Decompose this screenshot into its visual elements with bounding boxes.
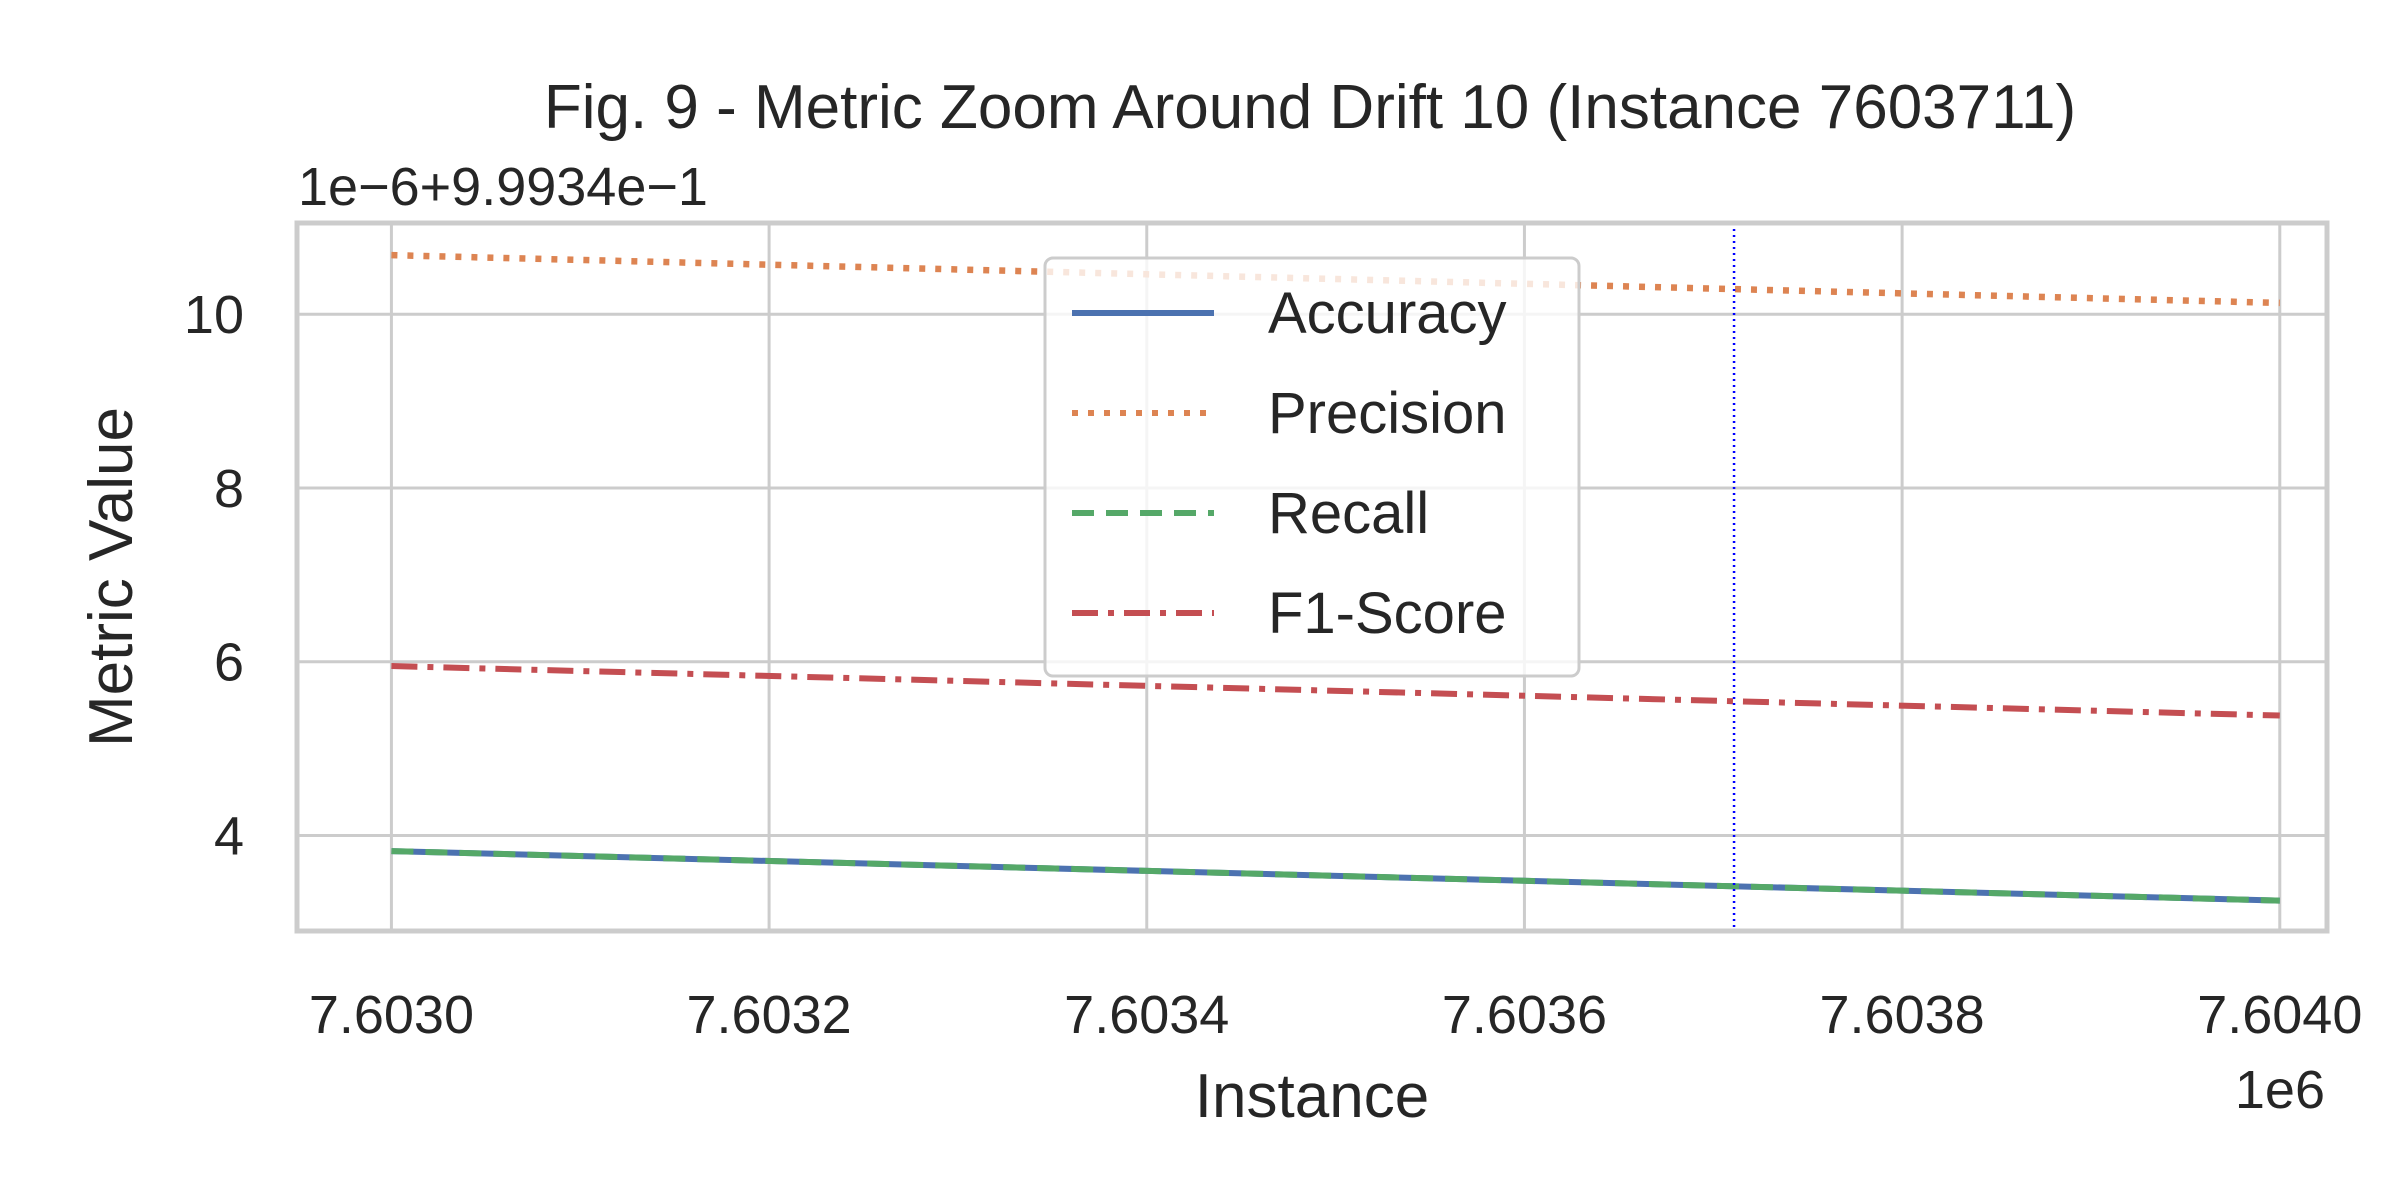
plot-frame (294, 220, 2330, 934)
series-line-f1-score (391, 663, 2280, 719)
x-tick-label: 7.6030 (309, 985, 474, 1045)
y-tick-label: 10 (184, 285, 244, 345)
chart-title: Fig. 9 - Metric Zoom Around Drift 10 (In… (544, 73, 2076, 142)
y-tick-label: 4 (214, 806, 244, 866)
tick-label-layer: 7.6030 7.6032 7.6034 7.6036 7.6038 7.6040 4 6 8 1… (184, 285, 2362, 1045)
y-axis-label: Metric Value (77, 407, 146, 747)
legend-label: Precision (1268, 381, 1507, 446)
legend-box (1043, 256, 1581, 678)
x-tick-label: 7.6036 (1442, 985, 1607, 1045)
y-tick-label: 6 (214, 633, 244, 693)
x-offset-text: 1e6 (2235, 1060, 2325, 1120)
y-offset-text: 1e−6+9.9934e−1 (298, 157, 708, 217)
x-tick-label: 7.6040 (2197, 985, 2362, 1045)
legend-label: Accuracy (1268, 281, 1507, 346)
legend-label: F1-Score (1268, 581, 1507, 646)
x-tick-label: 7.6034 (1064, 985, 1229, 1045)
series-line-recall (391, 848, 2280, 904)
x-axis-label: Instance (1195, 1062, 1429, 1131)
legend-label: Recall (1268, 481, 1429, 546)
y-tick-label: 8 (214, 459, 244, 519)
x-tick-label: 7.6038 (1820, 985, 1985, 1045)
legend: Accuracy Precision Recall F1-Score (1043, 256, 1581, 678)
x-tick-label: 7.6032 (687, 985, 852, 1045)
